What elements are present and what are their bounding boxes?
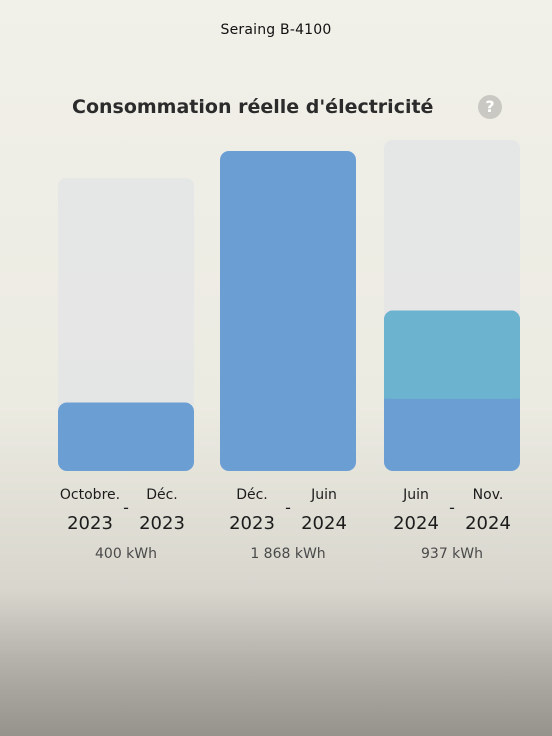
bar-3-highlight <box>384 310 520 399</box>
value-label: 1 868 kWh <box>250 546 325 562</box>
period-separator: - <box>123 498 129 517</box>
start-year-label: 2024 <box>393 513 439 534</box>
period-separator: - <box>449 498 455 517</box>
start-month-label: Déc. <box>236 487 268 503</box>
location-caption: Seraing B-4100 <box>220 22 332 38</box>
bar-2 <box>220 151 356 471</box>
end-year-label: 2023 <box>139 513 185 534</box>
start-year-label: 2023 <box>229 513 275 534</box>
start-month-label: Octobre. <box>60 487 120 503</box>
end-month-label: Nov. <box>473 487 504 503</box>
end-month-label: Déc. <box>146 487 178 503</box>
period-separator: - <box>285 498 291 517</box>
end-year-label: 2024 <box>301 513 347 534</box>
end-year-label: 2024 <box>465 513 511 534</box>
photo-shadow <box>0 590 552 736</box>
start-year-label: 2023 <box>67 513 113 534</box>
value-label: 400 kWh <box>95 546 157 562</box>
bar-background-1 <box>58 178 194 471</box>
value-label: 937 kWh <box>421 546 483 562</box>
chart-title: Consommation réelle d'électricité <box>72 96 434 118</box>
bar-3-highlight-fill <box>384 388 520 399</box>
start-month-label: Juin <box>402 487 429 503</box>
help-icon[interactable]: ? <box>478 95 502 119</box>
bar-1 <box>58 402 194 471</box>
end-month-label: Juin <box>310 487 337 503</box>
